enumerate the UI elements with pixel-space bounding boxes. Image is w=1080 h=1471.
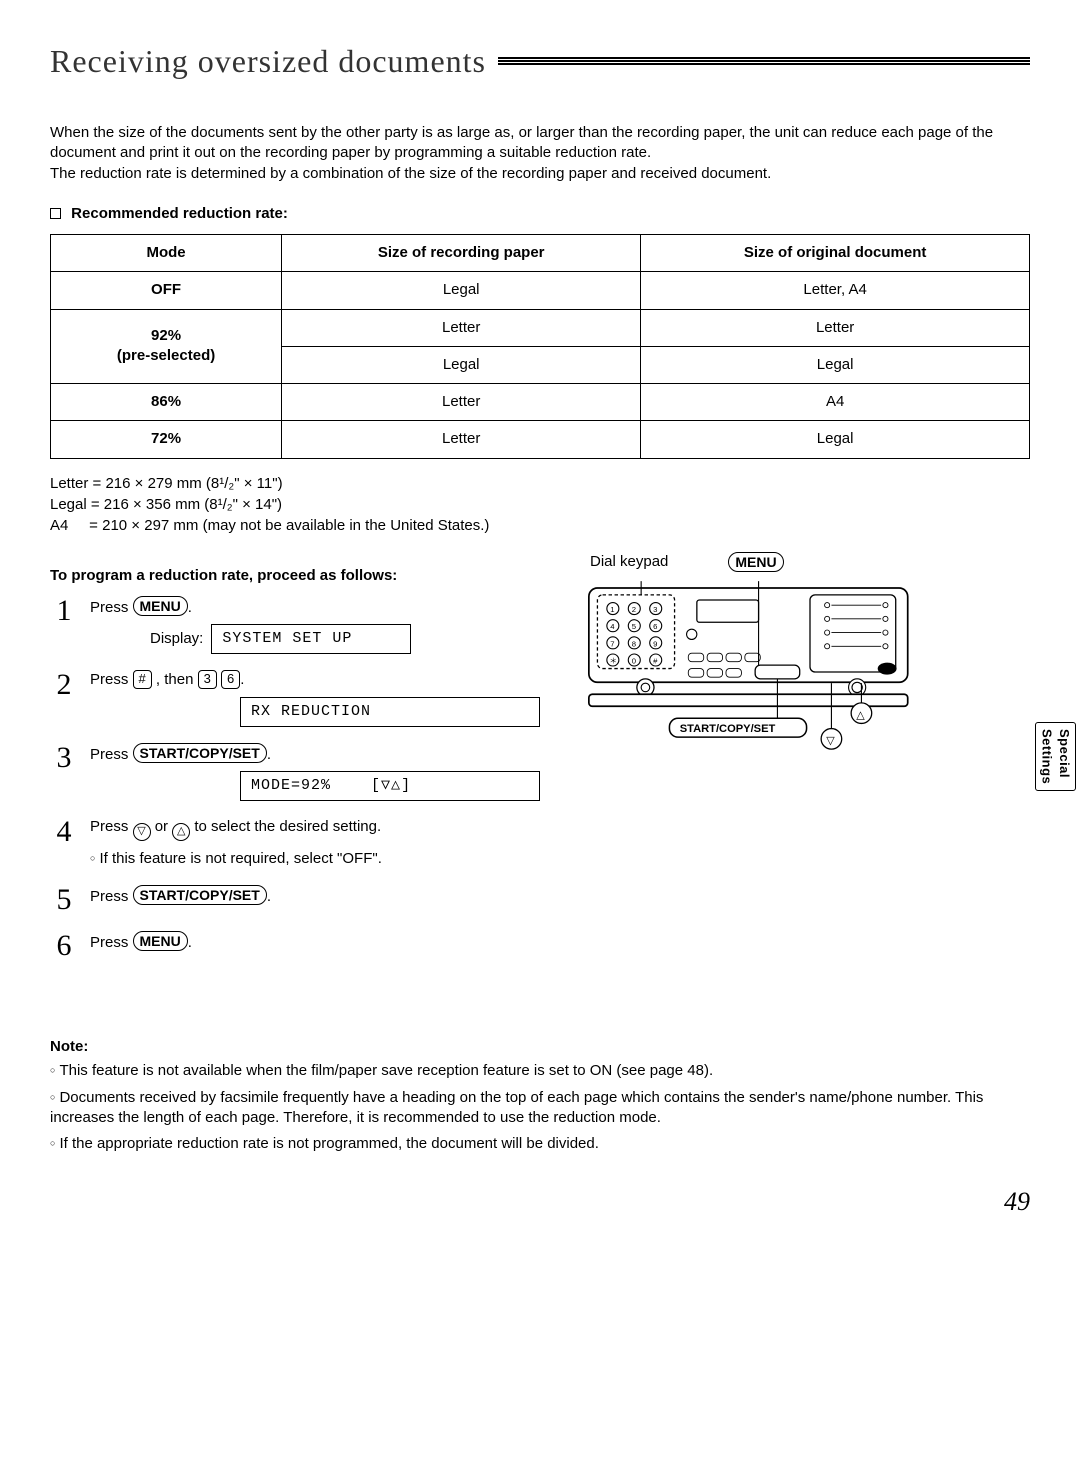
fax-machine-diagram: 1 2 3 4 5 6 7 8 9 ＊ 0 # — [560, 576, 940, 756]
step-2b: , then — [156, 671, 198, 688]
program-heading: To program a reduction rate, proceed as … — [50, 566, 540, 586]
key-3[interactable]: 3 — [198, 670, 217, 689]
svg-text:9: 9 — [653, 639, 657, 648]
th-mode: Mode — [51, 235, 282, 272]
cell-paper: Letter — [282, 384, 641, 421]
hash-key[interactable]: # — [133, 670, 152, 689]
svg-text:1: 1 — [610, 605, 614, 614]
step-4-note: If this feature is not required, select … — [90, 849, 540, 869]
table-row: 72% Letter Legal — [51, 421, 1030, 458]
cell-mode: 72% — [51, 421, 282, 458]
checkbox-icon — [50, 208, 61, 219]
svg-text:▽: ▽ — [826, 735, 835, 747]
step-2a: Press — [90, 671, 133, 688]
svg-text:△: △ — [856, 709, 865, 721]
title-text: Receiving oversized documents — [50, 40, 486, 83]
notes-list: This feature is not available when the f… — [50, 1061, 1030, 1154]
step-number: 6 — [50, 931, 78, 961]
svg-text:#: # — [653, 656, 658, 665]
step-3: 3 Press START/COPY/SET. MODE=92% [▽△] — [50, 743, 540, 802]
step-number: 2 — [50, 670, 78, 700]
lcd-display: SYSTEM SET UP — [211, 624, 411, 654]
svg-text:0: 0 — [632, 656, 636, 665]
size-a4: A4 = 210 × 297 mm (may not be available … — [50, 515, 1030, 536]
cell-orig: A4 — [641, 384, 1030, 421]
th-paper: Size of recording paper — [282, 235, 641, 272]
rec-rate-heading: Recommended reduction rate: — [50, 204, 1030, 224]
rec-rate-label: Recommended reduction rate: — [71, 205, 288, 222]
key-6[interactable]: 6 — [221, 670, 240, 689]
cell-mode: OFF — [51, 272, 282, 309]
label-keypad: Dial keypad — [590, 552, 668, 572]
steps-list: 1 Press MENU. Display: SYSTEM SET UP 2 P… — [50, 596, 540, 961]
lcd-display: RX REDUCTION — [240, 697, 540, 727]
cell-paper: Letter — [282, 421, 641, 458]
step-2: 2 Press # , then 3 6. RX REDUCTION — [50, 670, 540, 727]
cell-orig: Letter, A4 — [641, 272, 1030, 309]
diagram-start-label: START/COPY/SET — [680, 723, 776, 735]
cell-paper: Legal — [282, 272, 641, 309]
table-row: 86% Letter A4 — [51, 384, 1030, 421]
cell-orig: Legal — [641, 421, 1030, 458]
intro-block: When the size of the documents sent by t… — [50, 123, 1030, 184]
svg-text:7: 7 — [610, 639, 614, 648]
note-item: Documents received by facsimile frequent… — [50, 1088, 1030, 1129]
size-letter: Letter = 216 × 279 mm (8¹/₂" × 11") — [50, 473, 1030, 494]
svg-text:2: 2 — [632, 605, 636, 614]
table-row: OFF Legal Letter, A4 — [51, 272, 1030, 309]
step-6-text: Press — [90, 934, 133, 951]
note-item: This feature is not available when the f… — [50, 1061, 1030, 1081]
lcd-display: MODE=92% [▽△] — [240, 771, 540, 801]
start-copy-set-button[interactable]: START/COPY/SET — [133, 743, 267, 763]
step-1: 1 Press MENU. Display: SYSTEM SET UP — [50, 596, 540, 655]
page-number: 49 — [50, 1184, 1030, 1219]
svg-text:4: 4 — [610, 622, 615, 631]
step-3-text: Press — [90, 746, 133, 763]
cell-mode: 92% (pre-selected) — [51, 309, 282, 384]
svg-text:6: 6 — [653, 622, 657, 631]
step-4a: Press — [90, 818, 133, 835]
section-tab: Special Settings — [1035, 722, 1076, 791]
step-number: 4 — [50, 817, 78, 847]
size-legal: Legal = 216 × 356 mm (8¹/₂" × 14") — [50, 494, 1030, 515]
up-arrow-button[interactable]: △ — [172, 823, 190, 841]
step-4b: or — [155, 818, 173, 835]
menu-button[interactable]: MENU — [133, 931, 188, 951]
th-orig: Size of original document — [641, 235, 1030, 272]
svg-text:8: 8 — [632, 639, 636, 648]
cell-orig: Legal — [641, 346, 1030, 383]
svg-text:＊: ＊ — [609, 656, 617, 665]
table-row: 92% (pre-selected) Letter Letter — [51, 309, 1030, 346]
intro-line-2: The reduction rate is determined by a co… — [50, 164, 1030, 184]
display-label: Display: — [150, 629, 203, 649]
diagram-labels: Dial keypad MENU — [590, 552, 1030, 572]
step-1-text: Press — [90, 599, 133, 616]
label-menu: MENU — [728, 552, 783, 572]
menu-button[interactable]: MENU — [133, 596, 188, 616]
step-5-text: Press — [90, 888, 133, 905]
intro-line-1: When the size of the documents sent by t… — [50, 123, 1030, 164]
page-title: Receiving oversized documents — [50, 40, 1030, 83]
down-arrow-button[interactable]: ▽ — [133, 823, 151, 841]
note-item: If the appropriate reduction rate is not… — [50, 1134, 1030, 1154]
paper-size-legend: Letter = 216 × 279 mm (8¹/₂" × 11") Lega… — [50, 473, 1030, 536]
cell-paper: Letter — [282, 309, 641, 346]
note-heading: Note: — [50, 1037, 1030, 1057]
svg-text:5: 5 — [632, 622, 636, 631]
step-6: 6 Press MENU. — [50, 931, 540, 961]
step-4: 4 Press ▽ or △ to select the desired set… — [50, 817, 540, 869]
start-copy-set-button[interactable]: START/COPY/SET — [133, 885, 267, 905]
step-number: 1 — [50, 596, 78, 626]
svg-text:3: 3 — [653, 605, 657, 614]
step-5: 5 Press START/COPY/SET. — [50, 885, 540, 915]
table-header-row: Mode Size of recording paper Size of ori… — [51, 235, 1030, 272]
step-number: 5 — [50, 885, 78, 915]
reduction-rate-table: Mode Size of recording paper Size of ori… — [50, 234, 1030, 459]
title-rule — [498, 57, 1030, 66]
step-number: 3 — [50, 743, 78, 773]
cell-orig: Letter — [641, 309, 1030, 346]
cell-paper: Legal — [282, 346, 641, 383]
step-4c: to select the desired setting. — [194, 818, 381, 835]
cell-mode: 86% — [51, 384, 282, 421]
